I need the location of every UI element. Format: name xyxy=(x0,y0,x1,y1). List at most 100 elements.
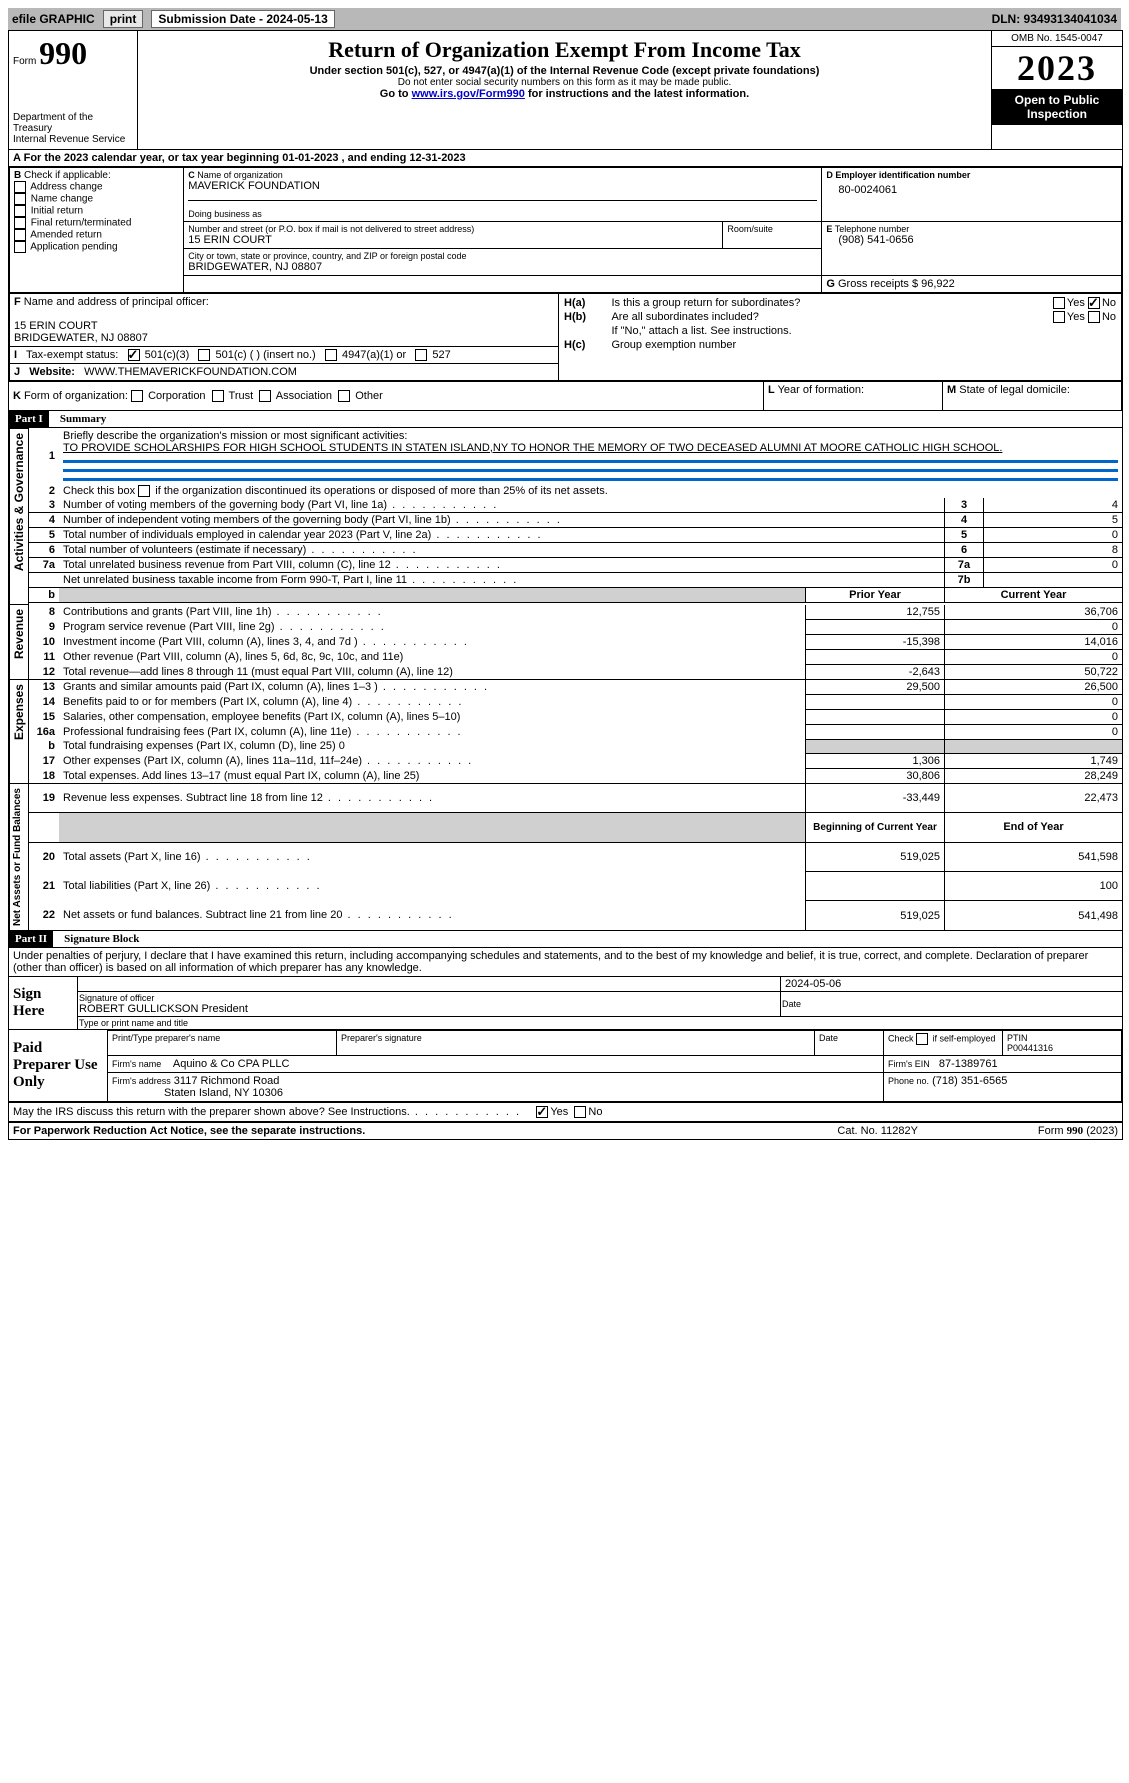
line7b-value xyxy=(984,572,1123,587)
form-number: 990 xyxy=(39,35,87,71)
initial-return-checkbox[interactable] xyxy=(14,205,26,217)
goto-pre: Go to xyxy=(380,88,412,100)
line13-label: Grants and similar amounts paid (Part IX… xyxy=(63,681,489,693)
discuss-no-checkbox[interactable] xyxy=(574,1106,586,1118)
other-label: Other xyxy=(355,390,383,402)
amended-checkbox[interactable] xyxy=(14,229,26,241)
corp-checkbox[interactable] xyxy=(131,390,143,402)
4947-checkbox[interactable] xyxy=(325,349,337,361)
officer-status-table: F Name and address of principal officer:… xyxy=(9,293,1122,381)
line12-label: Total revenue—add lines 8 through 11 (mu… xyxy=(63,666,453,678)
officer-label: Name and address of principal officer: xyxy=(24,296,209,308)
print-button[interactable]: print xyxy=(103,10,144,28)
firm-phone-label: Phone no. xyxy=(888,1076,929,1086)
firm-name: Aquino & Co CPA PLLC xyxy=(173,1058,290,1070)
line18-label: Total expenses. Add lines 13–17 (must eq… xyxy=(63,770,419,782)
website-label: Website: xyxy=(29,366,75,378)
sig-date-label: Date xyxy=(781,991,1123,1016)
subordinates-label: Are all subordinates included? xyxy=(610,310,988,324)
501c-label: 501(c) ( ) (insert no.) xyxy=(215,349,315,361)
line15-current: 0 xyxy=(945,709,1123,724)
other-checkbox[interactable] xyxy=(338,390,350,402)
firm-name-label: Firm's name xyxy=(112,1059,161,1069)
ha-no-label: No xyxy=(1102,297,1116,309)
line7a-label: Total unrelated business revenue from Pa… xyxy=(63,559,502,571)
preparer-sig-label: Preparer's signature xyxy=(337,1030,815,1055)
527-checkbox[interactable] xyxy=(415,349,427,361)
part1-title: Summary xyxy=(52,413,106,425)
addr-change-label: Address change xyxy=(30,182,102,193)
boy-header: Beginning of Current Year xyxy=(806,813,945,842)
phone-value: (908) 541-0656 xyxy=(826,234,1117,246)
discuss-yes-checkbox[interactable] xyxy=(536,1106,548,1118)
line17-prior: 1,306 xyxy=(806,753,945,768)
line19-prior: -33,449 xyxy=(806,783,945,812)
name-change-checkbox[interactable] xyxy=(14,193,26,205)
line4-label: Number of independent voting members of … xyxy=(63,514,562,526)
line12-prior: -2,643 xyxy=(806,664,945,679)
irs-link[interactable]: www.irs.gov/Form990 xyxy=(412,88,525,100)
line2-checkbox[interactable] xyxy=(138,485,150,497)
line7b-label: Net unrelated business taxable income fr… xyxy=(63,574,518,586)
line19-label: Revenue less expenses. Subtract line 18 … xyxy=(63,792,434,804)
line22-current: 541,498 xyxy=(945,901,1123,930)
firm-ein: 87-1389761 xyxy=(939,1058,998,1070)
501c3-checkbox[interactable] xyxy=(128,349,140,361)
amended-label: Amended return xyxy=(30,230,102,241)
discuss-question: May the IRS discuss this return with the… xyxy=(13,1106,521,1118)
final-return-checkbox[interactable] xyxy=(14,217,26,229)
room-label: Room/suite xyxy=(723,222,822,249)
prior-year-header: Prior Year xyxy=(806,587,945,602)
ha-yes-checkbox[interactable] xyxy=(1053,297,1065,309)
line9-label: Program service revenue (Part VIII, line… xyxy=(63,621,386,633)
firm-phone: (718) 351-6565 xyxy=(932,1075,1007,1087)
section-netassets: Net Assets or Fund Balances xyxy=(10,784,25,930)
ha-no-checkbox[interactable] xyxy=(1088,297,1100,309)
assoc-checkbox[interactable] xyxy=(259,390,271,402)
line20-prior: 519,025 xyxy=(806,842,945,871)
preparer-date-label: Date xyxy=(815,1030,884,1055)
addr-change-checkbox[interactable] xyxy=(14,181,26,193)
line8-label: Contributions and grants (Part VIII, lin… xyxy=(63,606,383,618)
sign-here-label: Sign Here xyxy=(9,977,78,1030)
self-employed-checkbox[interactable] xyxy=(916,1033,928,1045)
org-name-label: Name of organization xyxy=(197,170,283,180)
eoy-header: End of Year xyxy=(945,813,1123,842)
line10-prior: -15,398 xyxy=(806,634,945,649)
line21-current: 100 xyxy=(945,871,1123,900)
section-activities: Activities & Governance xyxy=(10,429,28,575)
tax-year-end: 12-31-2023 xyxy=(409,152,465,164)
line7a-value: 0 xyxy=(984,557,1123,572)
form-org-label: Form of organization: xyxy=(24,390,128,402)
hb-no-checkbox[interactable] xyxy=(1088,311,1100,323)
hb-yes-checkbox[interactable] xyxy=(1053,311,1065,323)
line21-label: Total liabilities (Part X, line 26) xyxy=(63,880,322,892)
trust-checkbox[interactable] xyxy=(212,390,224,402)
year-formation-label: Year of formation: xyxy=(778,384,864,396)
city-label: City or town, state or province, country… xyxy=(188,251,817,261)
submission-date: Submission Date - 2024-05-13 xyxy=(151,10,334,28)
line3-label: Number of voting members of the governin… xyxy=(63,499,498,511)
declaration-text: Under penalties of perjury, I declare th… xyxy=(9,948,1122,977)
firm-addr1: 3117 Richmond Road xyxy=(174,1075,280,1087)
goto-post: for instructions and the latest informat… xyxy=(528,88,749,100)
sign-date: 2024-05-06 xyxy=(781,977,1123,992)
name-change-label: Name change xyxy=(31,194,93,205)
website-value: WWW.THEMAVERICKFOUNDATION.COM xyxy=(84,366,297,378)
sign-here-table: Sign Here 2024-05-06 Signature of office… xyxy=(9,977,1122,1030)
line10-label: Investment income (Part VIII, column (A)… xyxy=(63,636,469,648)
line11-prior xyxy=(806,649,945,664)
part2-header-row: Part II Signature Block xyxy=(9,931,1122,948)
firm-addr2: Staten Island, NY 10306 xyxy=(164,1087,283,1099)
app-pending-checkbox[interactable] xyxy=(14,241,26,253)
summary-table: Activities & Governance 1 Briefly descri… xyxy=(9,428,1122,931)
form-container: Form 990 Department of the Treasury Inte… xyxy=(8,30,1123,1140)
form-label: Form xyxy=(13,56,36,67)
final-return-label: Final return/terminated xyxy=(31,218,132,229)
line2-text: Check this box if the organization disco… xyxy=(63,485,608,497)
sig-officer-label: Signature of officer xyxy=(79,993,779,1003)
part1-badge: Part I xyxy=(9,411,49,427)
501c-checkbox[interactable] xyxy=(198,349,210,361)
phone-label: Telephone number xyxy=(835,224,910,234)
street-label: Number and street (or P.O. box if mail i… xyxy=(188,224,718,234)
